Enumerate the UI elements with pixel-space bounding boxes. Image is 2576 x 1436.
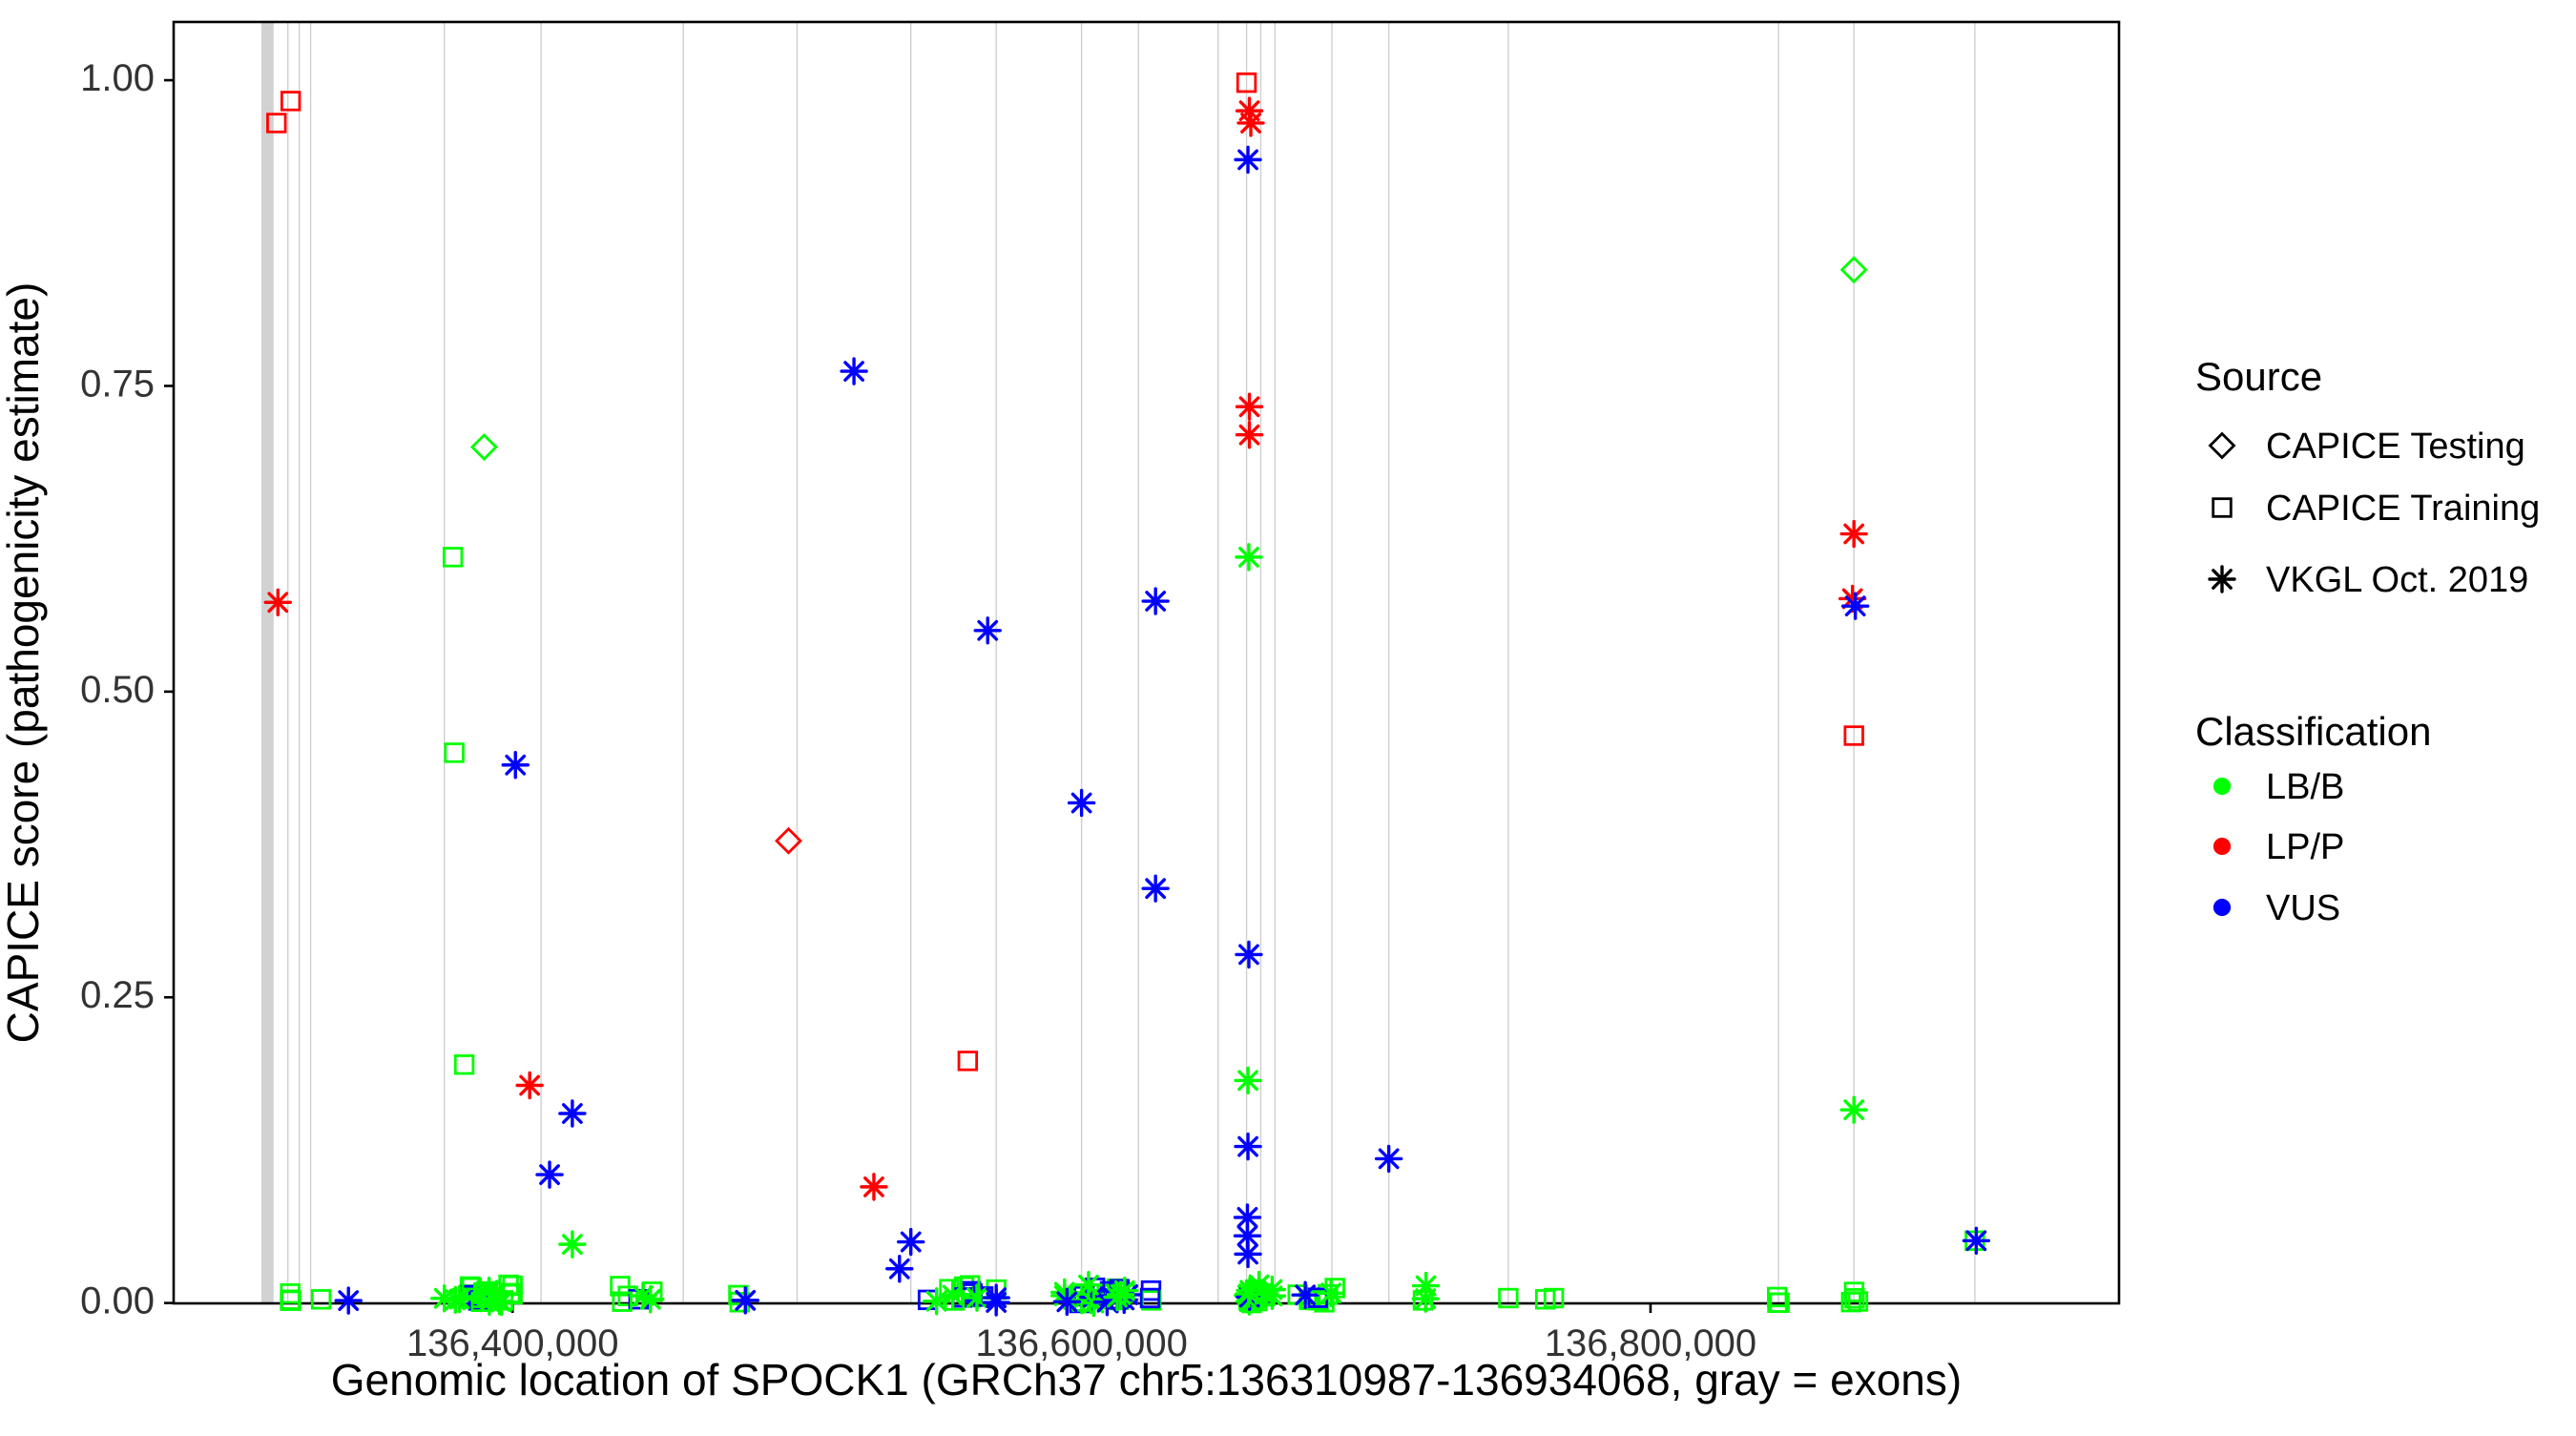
svg-text:CAPICE Training: CAPICE Training — [2266, 489, 2540, 529]
svg-text:LB/B: LB/B — [2266, 767, 2344, 807]
svg-text:0.00: 0.00 — [80, 1280, 155, 1322]
svg-text:0.50: 0.50 — [80, 669, 155, 711]
svg-text:VUS: VUS — [2266, 888, 2340, 928]
svg-text:0.75: 0.75 — [80, 363, 155, 405]
svg-text:0.25: 0.25 — [80, 974, 155, 1016]
svg-text:CAPICE Testing: CAPICE Testing — [2266, 427, 2525, 467]
svg-text:Source: Source — [2195, 354, 2322, 399]
svg-text:1.00: 1.00 — [80, 57, 155, 99]
svg-text:CAPICE score (pathogenicity es: CAPICE score (pathogenicity estimate) — [0, 282, 48, 1044]
svg-text:Genomic location of SPOCK1 (GR: Genomic location of SPOCK1 (GRCh37 chr5:… — [331, 1355, 1962, 1405]
svg-text:LP/P: LP/P — [2266, 827, 2344, 867]
svg-text:VKGL Oct. 2019: VKGL Oct. 2019 — [2266, 560, 2528, 600]
svg-text:Classification: Classification — [2195, 709, 2431, 754]
